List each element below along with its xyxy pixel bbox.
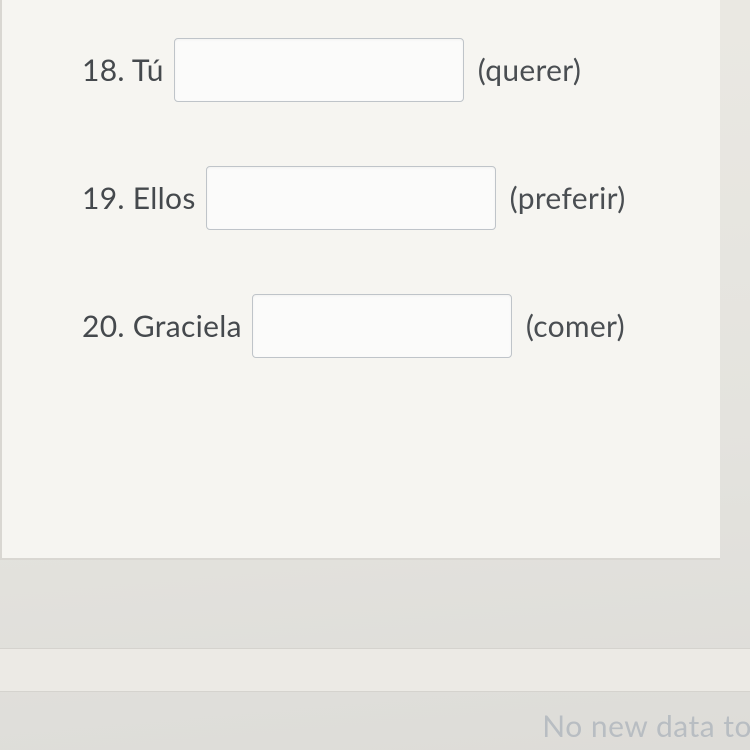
save-status-text: No new data to xyxy=(542,708,750,744)
question-label: 19. Ellos xyxy=(82,180,196,216)
question-row: 20. Graciela (comer) xyxy=(82,294,720,358)
status-strip xyxy=(0,648,750,692)
verb-hint: (comer) xyxy=(526,308,625,344)
question-number: 20 xyxy=(82,308,117,344)
question-label: 20. Graciela xyxy=(82,308,242,344)
answer-input-19[interactable] xyxy=(206,166,496,230)
question-row: 18. Tú (querer) xyxy=(82,38,720,102)
verb-hint: (preferir) xyxy=(510,180,626,216)
exercise-panel: 18. Tú (querer) 19. Ellos (preferir) 20.… xyxy=(0,0,720,560)
question-number: 18 xyxy=(82,52,117,88)
answer-input-18[interactable] xyxy=(174,38,464,102)
answer-input-20[interactable] xyxy=(252,294,512,358)
question-subject: Ellos xyxy=(133,180,196,216)
verb-hint: (querer) xyxy=(478,52,581,88)
question-subject: Graciela xyxy=(133,308,242,344)
question-subject: Tú xyxy=(132,52,164,88)
question-row: 19. Ellos (preferir) xyxy=(82,166,720,230)
question-label: 18. Tú xyxy=(82,52,164,88)
question-number: 19 xyxy=(82,180,117,216)
